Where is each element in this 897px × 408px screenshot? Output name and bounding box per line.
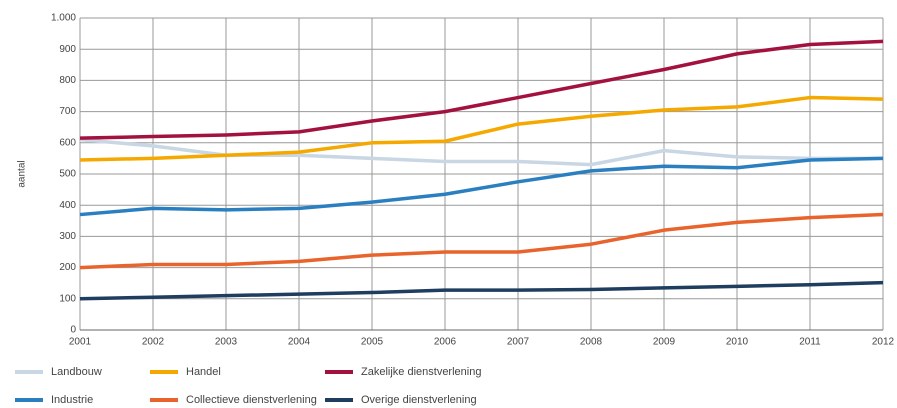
series-line <box>79 156 884 217</box>
x-tick-label: 2003 <box>215 337 238 348</box>
y-tick-label: 1.000 <box>51 13 76 24</box>
y-tick-label: 800 <box>59 75 76 86</box>
x-tick-label: 2007 <box>507 337 530 348</box>
y-tick-label: 200 <box>59 262 76 273</box>
x-tick-label: 2002 <box>142 337 165 348</box>
series-line <box>79 39 884 140</box>
legend-label: Collectieve dienstverlening <box>186 394 317 406</box>
x-tick-label: 2005 <box>361 337 384 348</box>
legend-label: Handel <box>186 366 221 378</box>
series-line <box>79 95 884 162</box>
y-tick-label: 600 <box>59 137 76 148</box>
x-tick-label: 2006 <box>434 337 457 348</box>
y-tick-label: 500 <box>59 169 76 180</box>
y-tick-label: 400 <box>59 200 76 211</box>
x-tick-label: 2009 <box>653 337 676 348</box>
series-line <box>79 212 884 270</box>
y-tick-label: 100 <box>59 293 76 304</box>
series-line <box>79 280 884 301</box>
y-tick-label: 900 <box>59 44 76 55</box>
x-tick-label: 2010 <box>726 337 749 348</box>
x-tick-label: 2001 <box>69 337 92 348</box>
y-axis-label: aantal <box>17 160 28 187</box>
y-tick-label: 700 <box>59 106 76 117</box>
legend-label: Industrie <box>51 394 93 406</box>
x-tick-label: 2011 <box>799 337 821 348</box>
legend-label: Landbouw <box>51 366 102 378</box>
legend-label: Zakelijke dienstverlening <box>361 366 481 378</box>
x-tick-label: 2004 <box>288 337 311 348</box>
y-tick-label: 300 <box>59 231 76 242</box>
y-tick-label: 0 <box>70 325 76 336</box>
x-tick-label: 2008 <box>580 337 603 348</box>
legend-label: Overige dienstverlening <box>361 394 477 406</box>
series-line <box>79 137 883 167</box>
x-tick-label: 2012 <box>872 337 895 348</box>
legend: Landbouw Handel Zakelijke dienstverlening I… <box>15 366 481 406</box>
